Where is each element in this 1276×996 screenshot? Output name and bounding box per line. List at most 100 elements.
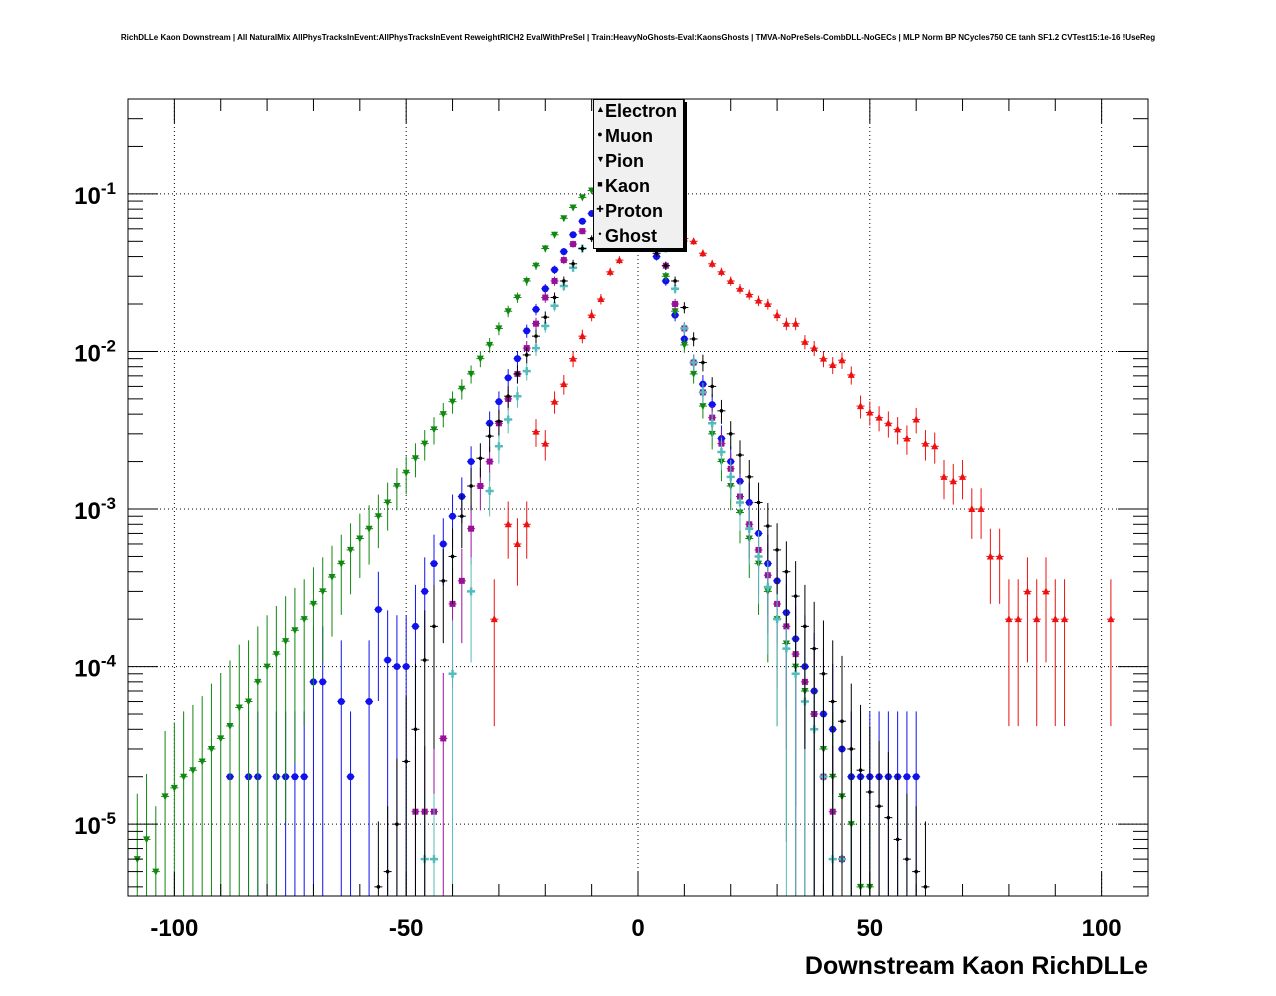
data-point: [766, 524, 770, 528]
data-point: [504, 520, 512, 528]
data-point: [524, 353, 529, 357]
data-point: [886, 815, 891, 820]
data-point: [1051, 615, 1059, 623]
data-point: [319, 588, 327, 596]
data-point: [1014, 615, 1022, 623]
data-point: [384, 499, 392, 507]
data-point: [467, 458, 475, 466]
data-point: [1023, 587, 1031, 595]
data-point: [440, 735, 447, 742]
data-point: [763, 582, 772, 591]
data-point: [161, 793, 169, 801]
data-point: [532, 305, 540, 313]
data-point: [458, 385, 466, 393]
data-point: [532, 344, 540, 353]
data-point: [662, 277, 670, 285]
data-point: [754, 552, 763, 561]
y-tick-label: 10-3: [74, 494, 116, 525]
data-point: [923, 885, 928, 889]
data-point: [830, 699, 835, 704]
data-point: [803, 624, 807, 629]
data-point: [691, 337, 696, 341]
x-tick-label: 100: [1082, 915, 1122, 942]
data-point: [393, 663, 401, 671]
data-point: [404, 759, 408, 764]
data-point: [708, 259, 716, 267]
data-point: [198, 758, 206, 766]
data-point: [402, 663, 410, 671]
data-point: [337, 698, 345, 706]
data-point: [542, 294, 549, 301]
data-point: [449, 398, 457, 406]
data-point: [319, 678, 327, 686]
data-point: [430, 560, 438, 568]
data-point: [152, 868, 160, 876]
data-point: [490, 615, 498, 623]
data-point: [747, 475, 752, 479]
data-point: [551, 277, 558, 284]
data-point: [533, 320, 539, 327]
data-point: [560, 248, 568, 256]
data-point: [671, 284, 680, 293]
data-point: [1033, 615, 1041, 623]
data-point: [291, 773, 299, 781]
data-point: [495, 325, 503, 333]
data-point: [413, 727, 418, 732]
data-point: [272, 651, 280, 659]
data-point: [968, 505, 976, 513]
data-point: [422, 658, 427, 662]
data-point: [504, 308, 512, 316]
data-point: [708, 401, 716, 409]
data-point: [857, 402, 865, 410]
data-point: [347, 773, 355, 781]
data-point: [450, 554, 455, 559]
data-point: [515, 372, 520, 376]
data-point: [580, 246, 585, 251]
data-point: [579, 228, 586, 235]
data-point: [736, 498, 744, 507]
data-point: [495, 398, 503, 406]
data-point: [570, 241, 577, 248]
y-tick-label: 10-2: [74, 336, 116, 367]
dot-icon: •: [598, 229, 602, 239]
data-point: [477, 482, 484, 489]
data-point: [858, 768, 863, 773]
data-point: [411, 622, 419, 630]
x-tick-labels: -100 -50 0 50 100: [150, 915, 1121, 942]
data-point: [291, 627, 299, 635]
data-point: [597, 295, 605, 303]
data-point: [682, 305, 687, 310]
data-point: [282, 638, 290, 646]
data-point: [486, 341, 494, 349]
legend-label: Proton: [605, 201, 663, 221]
triangle-down-icon: ▼: [596, 154, 605, 164]
data-point: [764, 300, 772, 308]
data-point: [921, 439, 929, 447]
data-point: [143, 836, 151, 844]
data-point: [551, 266, 559, 274]
x-tick-label: 50: [856, 915, 883, 942]
data-point: [189, 767, 197, 775]
data-point: [875, 413, 883, 421]
data-point: [719, 409, 724, 413]
data-point: [829, 361, 837, 369]
data-point: [541, 285, 549, 293]
data-point: [903, 773, 911, 781]
data-point: [690, 370, 698, 378]
data-point: [560, 257, 567, 264]
data-point: [847, 370, 855, 378]
data-point: [755, 296, 763, 304]
data-point: [328, 574, 336, 582]
data-point: [393, 482, 401, 490]
data-point: [560, 215, 568, 223]
data-point: [430, 426, 438, 434]
legend-label: Muon: [605, 126, 653, 146]
data-point: [1107, 615, 1115, 623]
data-point: [866, 408, 874, 416]
data-point: [680, 324, 689, 333]
data-point: [912, 415, 920, 423]
series-proton: [420, 244, 846, 896]
series-kaon: [411, 228, 846, 896]
data-point: [801, 337, 809, 345]
data-point: [506, 394, 510, 398]
